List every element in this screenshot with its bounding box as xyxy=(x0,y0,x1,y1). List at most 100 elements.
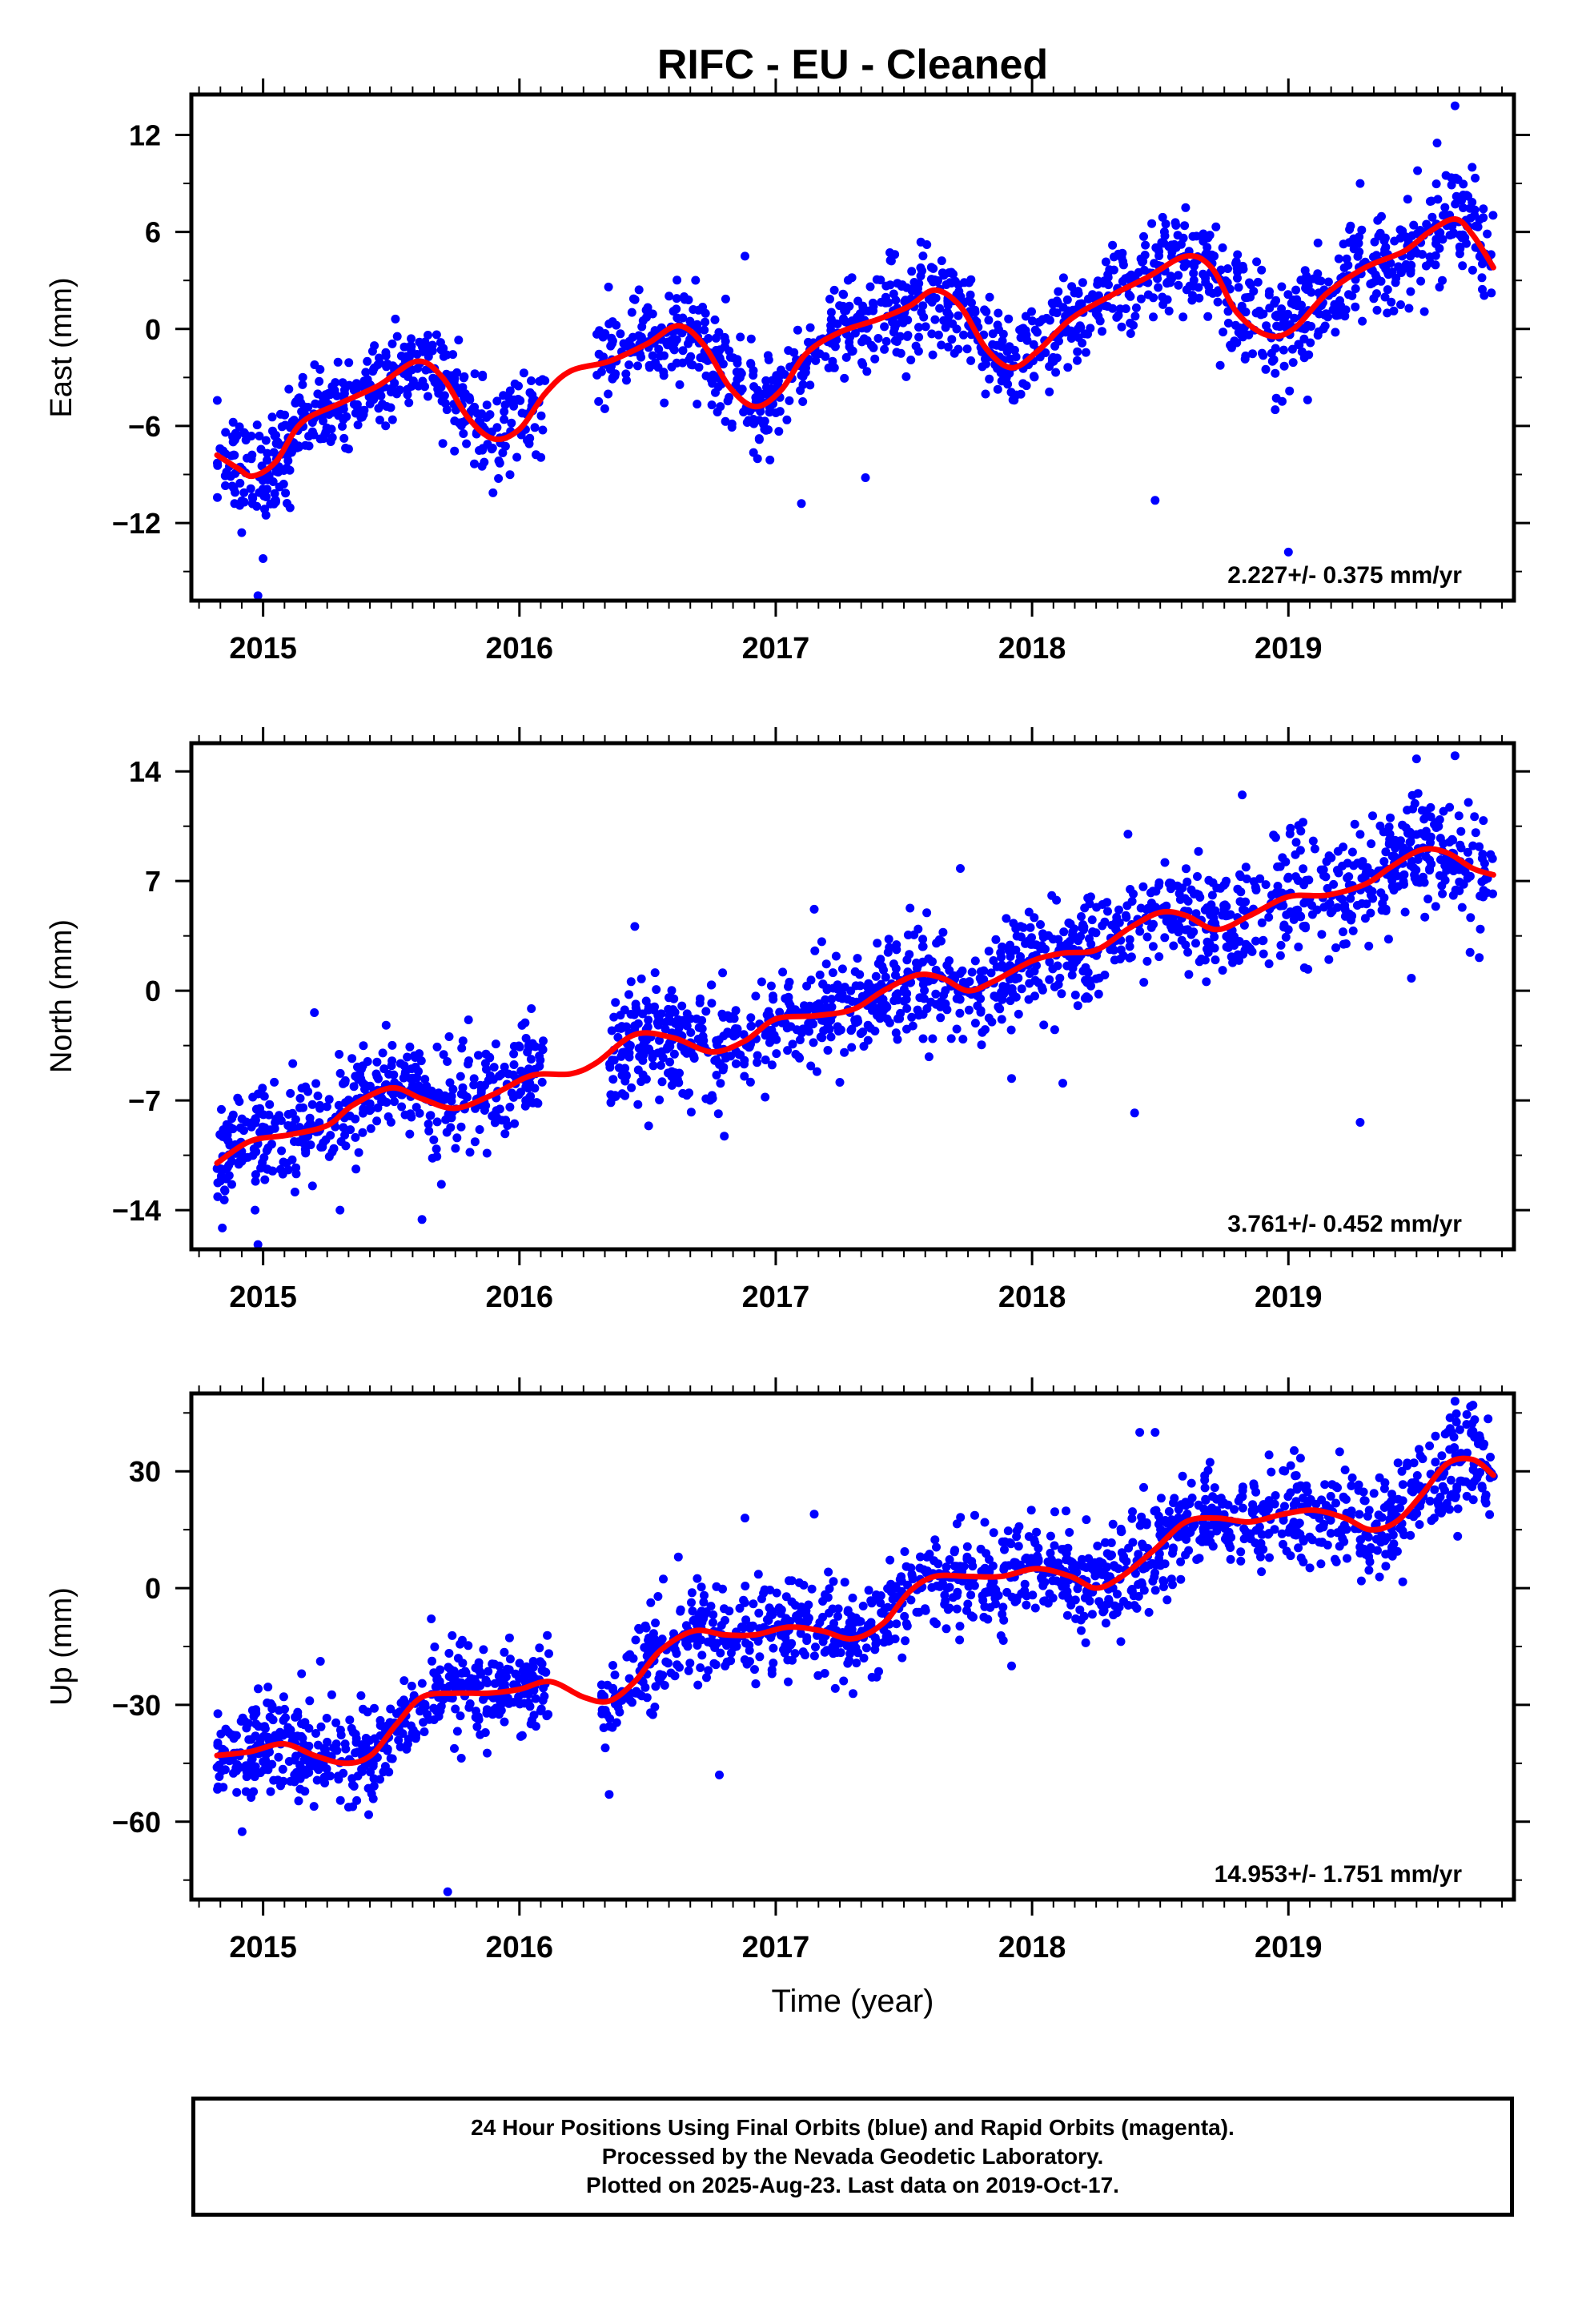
data-point xyxy=(954,344,963,354)
data-point xyxy=(504,1633,514,1642)
data-point xyxy=(1350,819,1359,829)
data-point xyxy=(363,356,372,366)
data-point xyxy=(1488,211,1498,220)
data-point xyxy=(1339,842,1348,852)
data-point xyxy=(215,1772,224,1781)
data-point xyxy=(1108,304,1118,313)
data-point xyxy=(346,1125,355,1135)
data-point xyxy=(445,1078,455,1088)
data-point xyxy=(673,275,682,285)
data-point xyxy=(1075,1605,1085,1614)
data-point xyxy=(480,457,489,467)
data-point xyxy=(415,1108,424,1118)
data-point xyxy=(481,1675,491,1685)
data-point xyxy=(367,1789,376,1799)
data-point xyxy=(872,1672,881,1682)
data-point xyxy=(938,268,947,278)
data-point xyxy=(279,480,288,489)
data-point xyxy=(492,396,502,406)
data-point xyxy=(1138,882,1148,891)
data-point xyxy=(1050,1025,1059,1035)
data-point xyxy=(470,459,479,468)
data-point xyxy=(837,964,847,974)
data-point xyxy=(1291,872,1300,882)
data-point xyxy=(311,1729,320,1738)
data-point xyxy=(471,1712,480,1722)
data-point xyxy=(1241,862,1251,872)
data-point xyxy=(692,1014,701,1023)
data-point xyxy=(1251,936,1260,946)
data-point xyxy=(1437,881,1447,891)
data-point xyxy=(1285,386,1295,396)
data-point xyxy=(221,428,231,437)
data-point xyxy=(500,441,510,451)
data-point xyxy=(954,280,963,290)
data-point xyxy=(266,1125,275,1135)
data-point xyxy=(530,423,540,432)
data-point xyxy=(651,1682,661,1691)
data-point xyxy=(780,370,789,379)
data-point xyxy=(349,1082,359,1092)
data-point xyxy=(1063,363,1073,372)
data-point xyxy=(1164,879,1174,888)
data-point xyxy=(1081,975,1090,985)
data-point xyxy=(1303,964,1313,974)
data-point xyxy=(1257,918,1267,927)
data-point xyxy=(740,1072,749,1081)
data-point xyxy=(443,1057,452,1066)
data-point xyxy=(747,1021,756,1031)
data-point xyxy=(1329,879,1339,889)
data-point xyxy=(232,1760,242,1769)
data-point xyxy=(363,1057,372,1066)
data-point xyxy=(654,344,664,354)
data-point xyxy=(946,1034,956,1043)
data-point xyxy=(1476,924,1485,934)
data-point xyxy=(823,1046,833,1055)
data-point xyxy=(994,1590,1003,1600)
data-point xyxy=(368,367,378,376)
data-point xyxy=(500,1647,509,1657)
data-point xyxy=(1287,299,1296,308)
data-point xyxy=(307,427,317,436)
data-point xyxy=(239,488,249,497)
data-point xyxy=(212,396,222,405)
data-point xyxy=(263,456,271,465)
data-point xyxy=(1068,927,1078,937)
data-point xyxy=(805,380,815,390)
data-point xyxy=(825,1584,834,1594)
data-point xyxy=(1105,265,1114,275)
x-tick-label: 2015 xyxy=(229,632,297,665)
data-point xyxy=(1313,238,1323,247)
data-point xyxy=(731,1059,741,1068)
data-point xyxy=(928,1034,938,1043)
data-point xyxy=(1346,894,1355,903)
data-point xyxy=(215,444,225,453)
data-point xyxy=(448,1630,457,1640)
data-point xyxy=(725,1606,734,1616)
data-point xyxy=(524,1040,533,1050)
data-point xyxy=(1411,865,1421,875)
data-point xyxy=(907,1012,917,1022)
data-point xyxy=(989,956,998,965)
data-point xyxy=(1240,946,1250,955)
data-point xyxy=(890,336,900,345)
data-point xyxy=(745,1623,755,1633)
data-point xyxy=(375,416,384,424)
data-point xyxy=(672,358,681,368)
data-point xyxy=(1355,830,1365,839)
data-point xyxy=(934,330,943,340)
data-point xyxy=(621,369,631,379)
data-point xyxy=(451,1683,460,1693)
data-point xyxy=(1041,944,1050,954)
data-point xyxy=(1381,906,1391,915)
data-point xyxy=(255,1768,265,1778)
data-point xyxy=(1020,1579,1030,1589)
data-point xyxy=(1235,870,1244,879)
data-point xyxy=(767,1025,777,1035)
data-point xyxy=(1383,935,1393,944)
data-point xyxy=(1112,312,1122,322)
data-point xyxy=(491,1039,500,1049)
data-point xyxy=(1010,973,1020,983)
